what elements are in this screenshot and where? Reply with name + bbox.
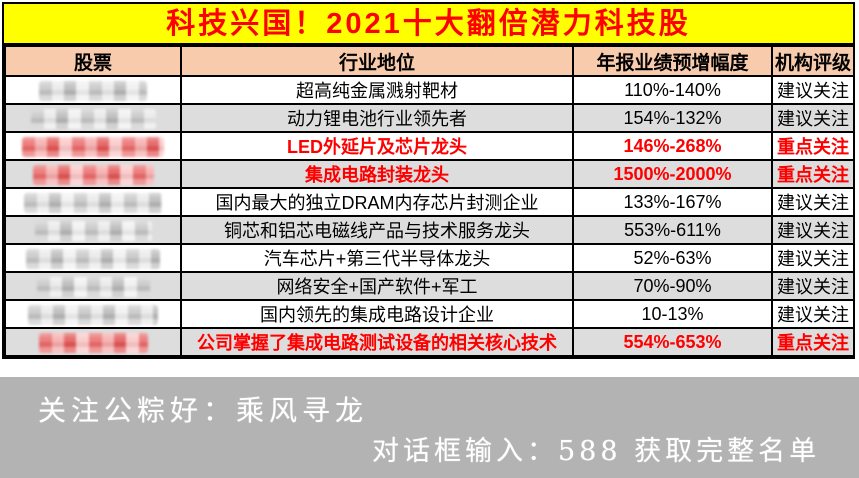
redacted-stock-name [24, 192, 162, 213]
rating-cell: 重点关注 [771, 159, 855, 189]
stock-cell [4, 187, 182, 217]
table-row: 集成电路封装龙头 1500%-2000% 重点关注 [4, 159, 855, 189]
stock-cell [4, 243, 182, 273]
stock-cell [4, 299, 182, 329]
table-row: 国内最大的独立DRAM内存芯片封测企业 133%-167% 建议关注 [4, 187, 855, 217]
growth-range-cell: 70%-90% [572, 271, 773, 301]
industry-position-cell: LED外延片及芯片龙头 [180, 131, 574, 161]
redacted-stock-name [38, 332, 148, 353]
table-row: 动力锂电池行业领先者 154%-132% 建议关注 [4, 103, 855, 133]
redacted-stock-name [32, 164, 154, 185]
growth-range-cell: 1500%-2000% [572, 159, 773, 189]
industry-position-cell: 超高纯金属溅射靶材 [180, 75, 574, 105]
stock-table-card: 科技兴国！2021十大翻倍潜力科技股 股票 行业地位 年报业绩预增幅度 机构评级… [2, 2, 855, 359]
industry-position-cell: 国内领先的集成电路设计企业 [180, 299, 574, 329]
table-row: 国内领先的集成电路设计企业 10-13% 建议关注 [4, 299, 855, 329]
footer-watermark-band: 关注公粽好：乘风寻龙 对话框输入：588 获取完整名单 [0, 377, 859, 478]
rating-cell: 重点关注 [771, 327, 855, 357]
growth-range-cell: 553%-611% [572, 215, 773, 245]
table-row: 公司掌握了集成电路测试设备的相关核心技术 554%-653% 重点关注 [4, 327, 855, 357]
redacted-stock-name [28, 304, 158, 325]
industry-position-cell: 汽车芯片+第三代半导体龙头 [180, 243, 574, 273]
col-header-position: 行业地位 [180, 45, 574, 77]
wechat-account-watermark: 关注公粽好：乘风寻龙 [38, 394, 369, 427]
redacted-stock-name [26, 248, 160, 269]
industry-position-cell: 铜芯和铝芯电磁线产品与技术服务龙头 [180, 215, 574, 245]
table-row: LED外延片及芯片龙头 146%-268% 重点关注 [4, 131, 855, 161]
growth-range-cell: 10-13% [572, 299, 773, 329]
rating-cell: 建议关注 [771, 299, 855, 329]
growth-range-cell: 146%-268% [572, 131, 773, 161]
stock-cell [4, 159, 182, 189]
industry-position-cell: 国内最大的独立DRAM内存芯片封测企业 [180, 187, 574, 217]
stock-cell [4, 75, 182, 105]
header-row: 股票 行业地位 年报业绩预增幅度 机构评级 [4, 45, 855, 77]
redacted-stock-name [22, 136, 164, 157]
growth-range-cell: 110%-140% [572, 75, 773, 105]
rating-cell: 建议关注 [771, 243, 855, 273]
growth-range-cell: 52%-63% [572, 243, 773, 273]
table-row: 汽车芯片+第三代半导体龙头 52%-63% 建议关注 [4, 243, 855, 273]
growth-range-cell: 133%-167% [572, 187, 773, 217]
col-header-rating: 机构评级 [771, 45, 855, 77]
table-row: 铜芯和铝芯电磁线产品与技术服务龙头 553%-611% 建议关注 [4, 215, 855, 245]
redacted-stock-name [30, 108, 156, 129]
growth-range-cell: 154%-132% [572, 103, 773, 133]
stock-cell [4, 103, 182, 133]
redacted-stock-name [36, 276, 150, 297]
stock-cell [4, 215, 182, 245]
rating-cell: 建议关注 [771, 75, 855, 105]
page-title: 科技兴国！2021十大翻倍潜力科技股 [4, 4, 853, 45]
rating-cell: 建议关注 [771, 103, 855, 133]
rating-cell: 建议关注 [771, 187, 855, 217]
redacted-stock-name [34, 220, 152, 241]
redacted-stock-name [39, 80, 147, 101]
rating-cell: 重点关注 [771, 131, 855, 161]
industry-position-cell: 网络安全+国产软件+军工 [180, 271, 574, 301]
stock-cell [4, 131, 182, 161]
industry-position-cell: 集成电路封装龙头 [180, 159, 574, 189]
stock-cell [4, 327, 182, 357]
industry-position-cell: 公司掌握了集成电路测试设备的相关核心技术 [180, 327, 574, 357]
growth-range-cell: 554%-653% [572, 327, 773, 357]
table-row: 超高纯金属溅射靶材 110%-140% 建议关注 [4, 75, 855, 105]
dialog-input-watermark: 对话框输入：588 获取完整名单 [372, 436, 821, 467]
col-header-growth: 年报业绩预增幅度 [572, 45, 773, 77]
table-row: 网络安全+国产软件+军工 70%-90% 建议关注 [4, 271, 855, 301]
rating-cell: 建议关注 [771, 215, 855, 245]
stock-table: 股票 行业地位 年报业绩预增幅度 机构评级 超高纯金属溅射靶材 110%-140… [4, 45, 855, 357]
rating-cell: 建议关注 [771, 271, 855, 301]
col-header-stock: 股票 [4, 45, 182, 77]
industry-position-cell: 动力锂电池行业领先者 [180, 103, 574, 133]
stock-cell [4, 271, 182, 301]
